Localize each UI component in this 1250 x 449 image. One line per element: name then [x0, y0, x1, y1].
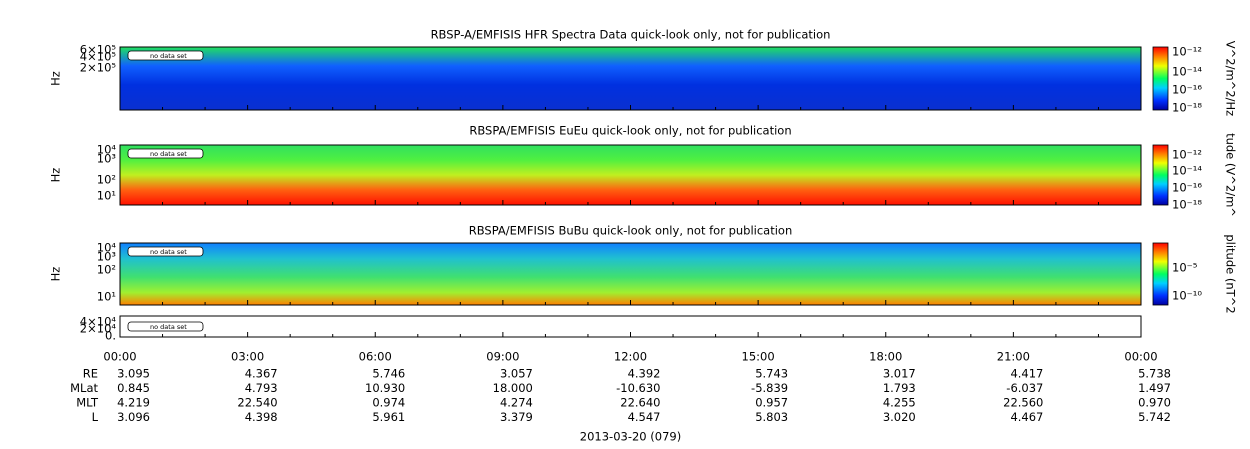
- ephemeris-value: 22.640: [620, 396, 660, 410]
- ephemeris-value: 0.974: [372, 396, 405, 410]
- ephemeris-value: 1.793: [883, 381, 916, 395]
- ephemeris-value: 5.961: [372, 410, 405, 424]
- ephemeris-value: -10.630: [616, 381, 660, 395]
- ephemeris-value: 5.742: [1138, 410, 1171, 424]
- ephemeris-value: 22.540: [237, 396, 277, 410]
- ephemeris-value: 4.398: [245, 410, 278, 424]
- ephemeris-value: 4.467: [1010, 410, 1043, 424]
- x-tick-label: 03:00: [231, 350, 264, 364]
- ephemeris-value: 4.392: [628, 367, 661, 381]
- ephemeris-value: -6.037: [1006, 381, 1043, 395]
- colorbar-tick-label: 10⁻¹⁶: [1172, 181, 1202, 195]
- ephemeris-value: 5.743: [755, 367, 788, 381]
- y-label: Hz: [49, 71, 63, 86]
- spectrogram: [119, 46, 1142, 111]
- colorbar-tick-label: 10⁻¹⁴: [1172, 164, 1202, 178]
- y-tick-label: 10⁴: [97, 241, 117, 255]
- y-tick-label: 4×10⁴: [80, 315, 117, 329]
- y-tick-label: 2×10⁵: [80, 61, 117, 75]
- ephemeris-value: 1.497: [1138, 381, 1171, 395]
- panel-title: RBSPA/EMFISIS EuEu quick-look only, not …: [469, 124, 791, 138]
- ephemeris-value: 18.000: [493, 381, 533, 395]
- ephemeris-value: 3.017: [883, 367, 916, 381]
- ephemeris-value: 4.255: [883, 396, 916, 410]
- ephemeris-value: -5.839: [751, 381, 788, 395]
- ephemeris-value: 5.803: [755, 410, 788, 424]
- y-tick-label: 0.: [105, 329, 116, 343]
- colorbar-tick-label: 10⁻¹⁴: [1172, 65, 1202, 79]
- x-tick-label: 00:00: [1124, 350, 1157, 364]
- y-label: Hz: [49, 267, 63, 282]
- spectrogram: [119, 144, 1142, 206]
- legend-box: [127, 148, 204, 159]
- colorbar-label: plitude (nT^2: [1224, 234, 1238, 313]
- legend-text: no data set: [150, 248, 187, 256]
- ephemeris-value: 5.738: [1138, 367, 1171, 381]
- colorbar-label: tude (V^2/m^: [1224, 133, 1238, 217]
- colorbar-tick-label: 10⁻¹⁶: [1172, 83, 1202, 97]
- x-tick-label: 21:00: [997, 350, 1030, 364]
- ephemeris-value: 5.746: [372, 367, 405, 381]
- ephemeris-value: 3.096: [117, 410, 150, 424]
- colorbar-label: V^2/m^2/Hz: [1224, 41, 1238, 116]
- x-tick-label: 12:00: [614, 350, 647, 364]
- spectrogram: [119, 242, 1142, 306]
- y-tick-label: 10¹: [97, 189, 116, 203]
- legend-box: [127, 321, 204, 332]
- colorbar-tick-label: 10⁻¹²: [1172, 148, 1202, 162]
- ephemeris-value: 22.560: [1003, 396, 1043, 410]
- ephemeris-value: 0.957: [755, 396, 788, 410]
- ephemeris-value: 0.970: [1138, 396, 1171, 410]
- date-label: 2013-03-20 (079): [580, 430, 681, 444]
- ephemeris-value: 3.379: [500, 410, 533, 424]
- colorbar: [1152, 242, 1169, 306]
- y-tick-label: 10²: [97, 173, 116, 187]
- y-tick-label: 10²: [97, 263, 116, 277]
- y-tick-label: 10¹: [97, 290, 116, 304]
- ephemeris-label: RE: [83, 367, 98, 381]
- legend-box: [127, 246, 204, 257]
- ephemeris-value: 4.417: [1010, 367, 1043, 381]
- ephemeris-value: 10.930: [365, 381, 405, 395]
- colorbar: [1152, 144, 1169, 206]
- y-tick-label: 4×10⁵: [80, 50, 117, 64]
- ephemeris-label: MLT: [76, 396, 99, 410]
- ephemeris-value: 4.367: [245, 367, 278, 381]
- y-tick-label: 10⁴: [97, 143, 117, 157]
- y-tick-label: 10³: [97, 152, 117, 166]
- x-tick-label: 15:00: [742, 350, 775, 364]
- colorbar-tick-label: 10⁻¹⁸: [1172, 198, 1202, 212]
- legend-text: no data set: [150, 52, 187, 60]
- y-label: Hz: [49, 168, 63, 183]
- colorbar: [1152, 46, 1169, 111]
- ephemeris-value: 3.020: [883, 410, 916, 424]
- panel-title: RBSPA/EMFISIS BuBu quick-look only, not …: [469, 224, 793, 238]
- y-tick-label: 6×10⁵: [80, 43, 117, 57]
- x-tick-label: 09:00: [486, 350, 519, 364]
- ephemeris-value: 4.219: [117, 396, 150, 410]
- y-tick-label: 2×10⁴: [80, 322, 117, 336]
- ephemeris-label: L: [92, 410, 99, 424]
- x-tick-label: 00:00: [103, 350, 136, 364]
- colorbar-tick-label: 10⁻¹²: [1172, 45, 1202, 59]
- y-tick-label: 10³: [97, 250, 117, 264]
- ephemeris-value: 4.274: [500, 396, 533, 410]
- legend-box: [127, 50, 204, 61]
- legend-text: no data set: [150, 150, 187, 158]
- ephemeris-label: MLat: [70, 381, 98, 395]
- colorbar-tick-label: 10⁻⁵: [1172, 261, 1198, 275]
- ephemeris-value: 3.057: [500, 367, 533, 381]
- x-tick-label: 18:00: [869, 350, 902, 364]
- colorbar-tick-label: 10⁻¹⁰: [1172, 289, 1202, 303]
- ephemeris-value: 0.845: [117, 381, 150, 395]
- legend-text: no data set: [150, 323, 187, 331]
- colorbar-tick-label: 10⁻¹⁸: [1172, 101, 1202, 115]
- ephemeris-value: 3.095: [117, 367, 150, 381]
- ephemeris-value: 4.793: [245, 381, 278, 395]
- panel-title: RBSP-A/EMFISIS HFR Spectra Data quick-lo…: [431, 28, 831, 42]
- ephemeris-value: 4.547: [628, 410, 661, 424]
- x-tick-label: 06:00: [359, 350, 392, 364]
